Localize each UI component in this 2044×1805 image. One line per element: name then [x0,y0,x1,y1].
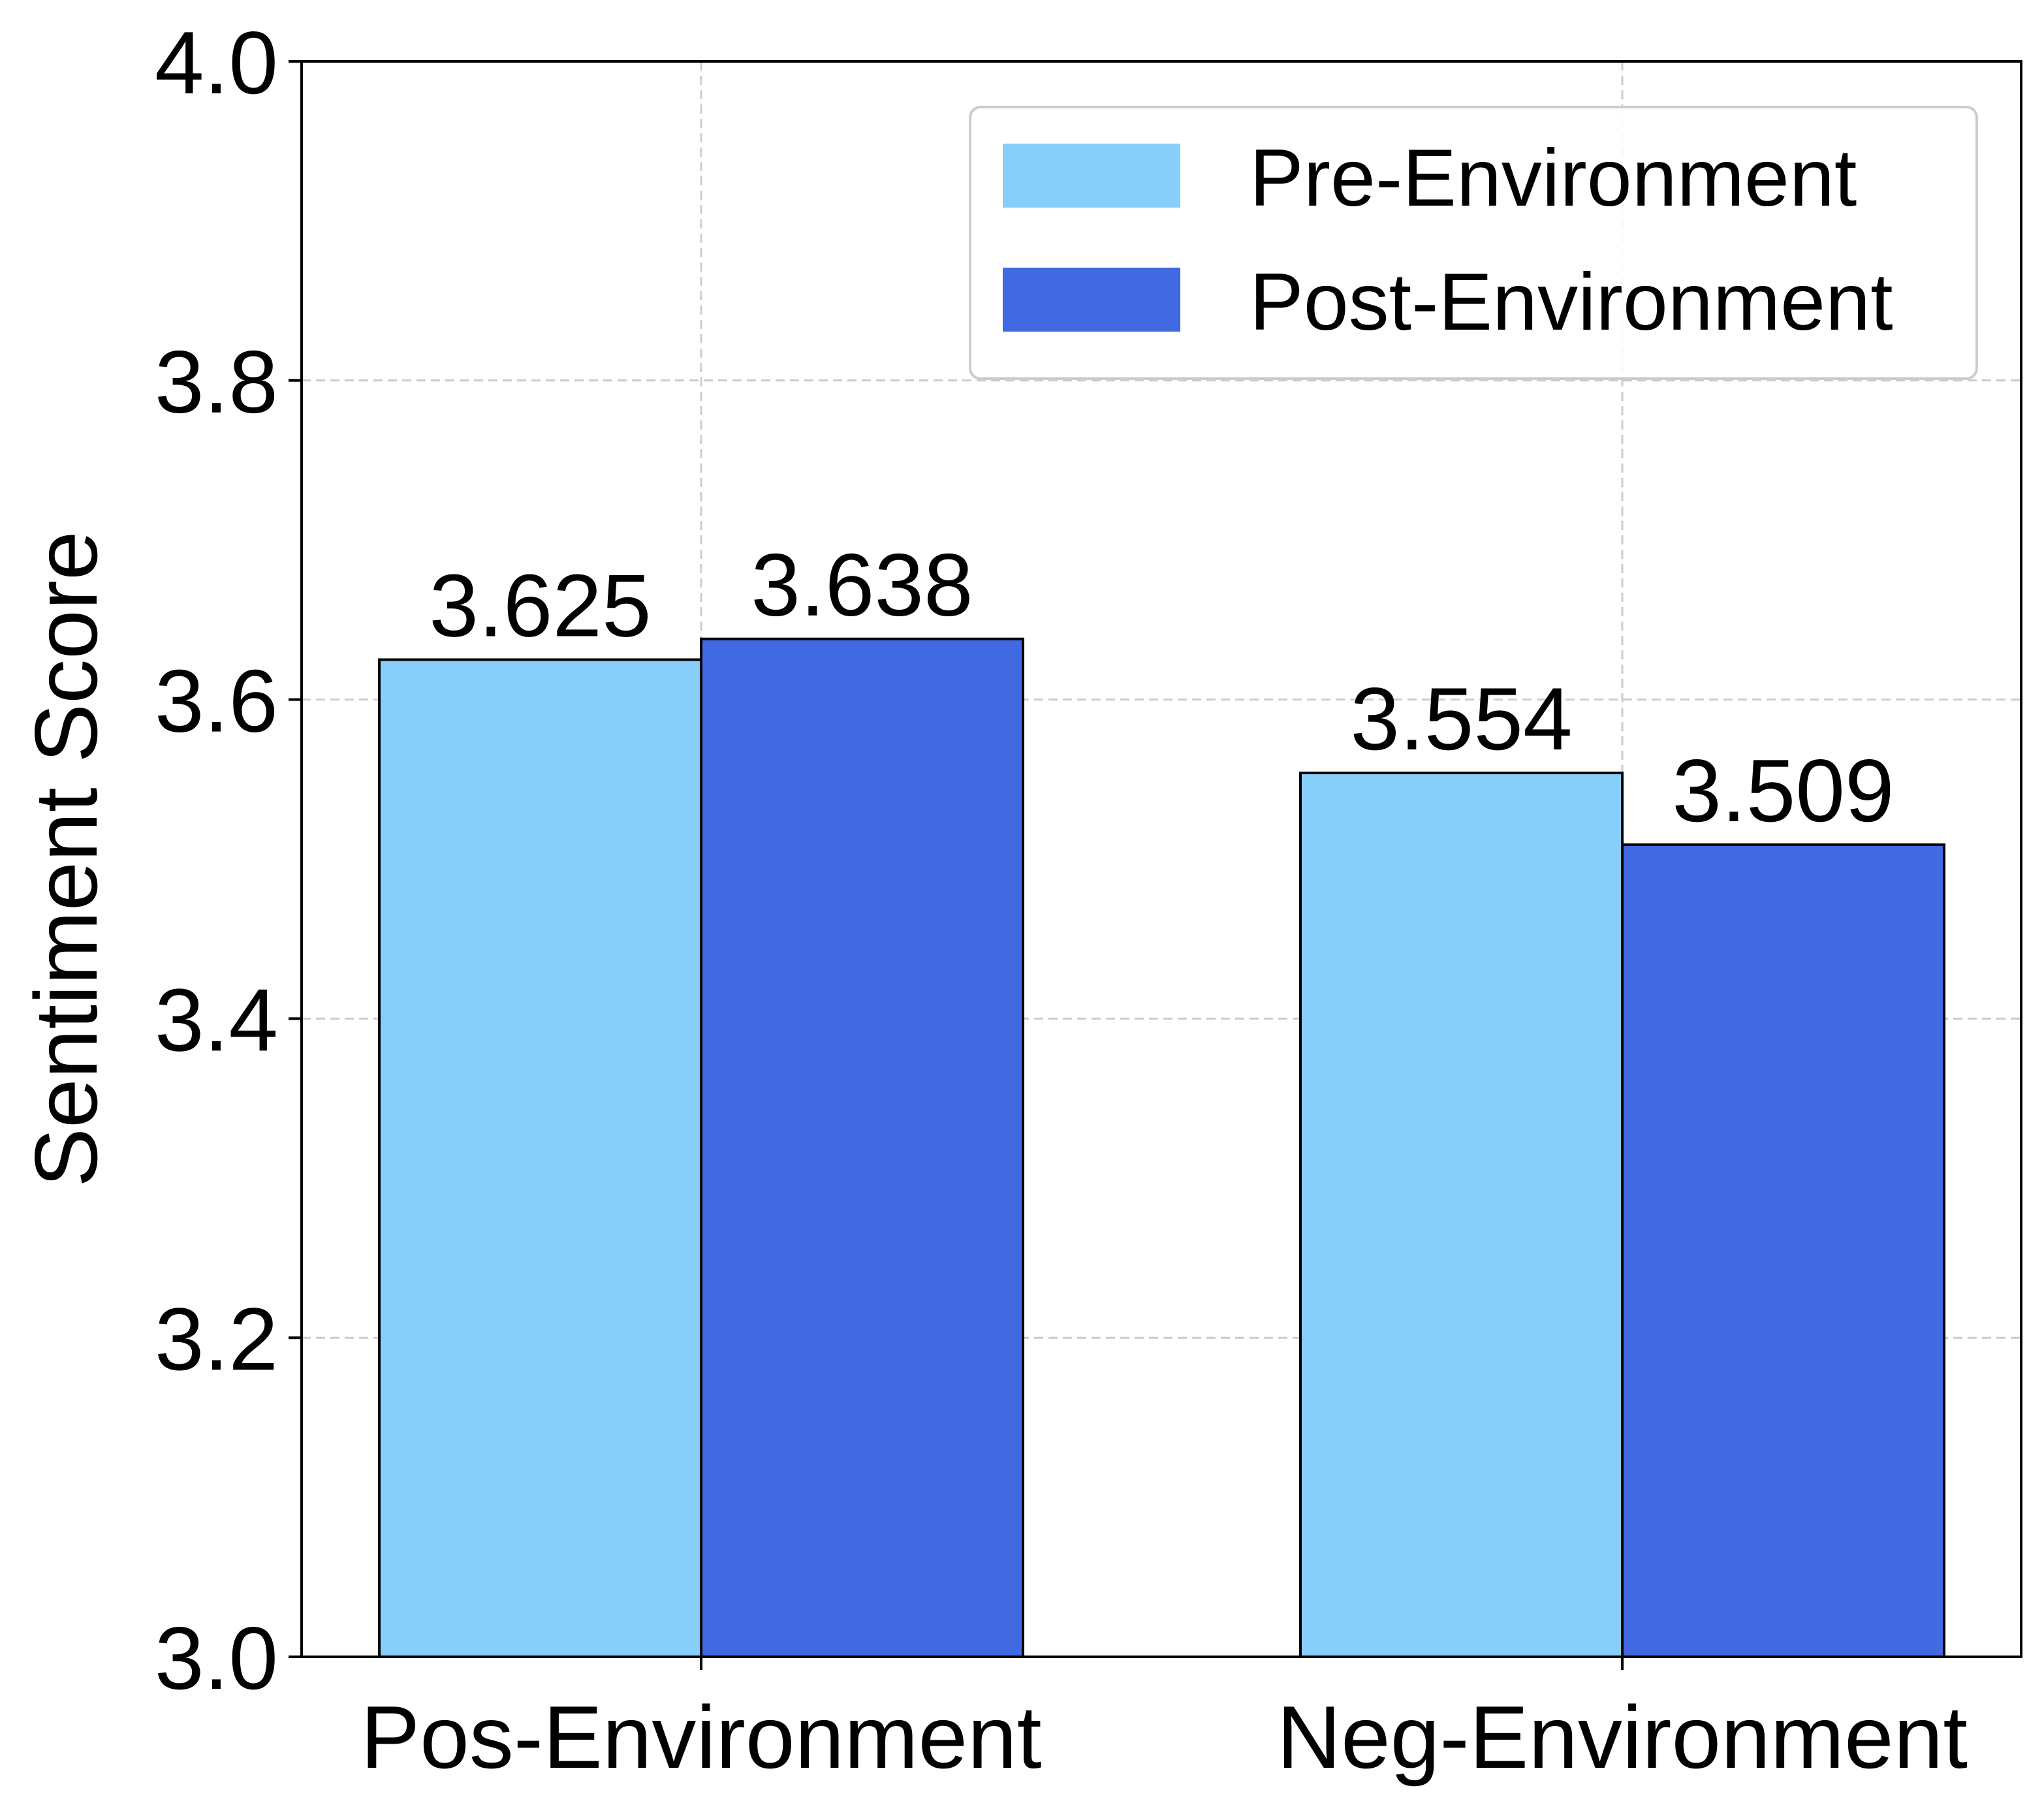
x-tick-label: Neg-Environment [1277,1687,1968,1787]
y-tick-label: 3.4 [155,970,278,1069]
legend: Pre-Environment Post-Environment [969,106,1978,380]
bar-layer [378,637,1945,1658]
bar-value-label: 3.554 [1350,669,1572,768]
bar [1621,843,1945,1658]
plot-frame [300,60,2022,1658]
legend-swatch [1003,268,1180,332]
bar [1299,772,1624,1658]
x-tick-label: Pos-Environment [360,1687,1041,1787]
y-tick-label: 4.0 [155,13,278,112]
legend-swatch [1003,144,1180,208]
bar [700,637,1024,1658]
legend-label: Pre-Environment [1250,133,1857,223]
axis-layer [289,60,2022,1670]
y-tick-label: 3.0 [155,1609,278,1708]
label-layer: 3.625 3.554 3.638 3.509 3.0 3.2 3.4 3.6 3.8 4.0 Po… [155,13,1968,1787]
bar-value-label: 3.625 [429,556,651,655]
y-tick-label: 3.6 [155,651,278,751]
bar-value-label: 3.509 [1672,741,1894,840]
bar [378,658,702,1658]
bar-value-label: 3.638 [751,535,973,635]
y-tick-label: 3.2 [155,1289,278,1389]
y-axis-title: Sentiment Score [16,531,116,1187]
legend-frame [969,106,1978,380]
y-tick-label: 3.8 [155,332,278,432]
legend-label: Post-Environment [1250,257,1893,347]
